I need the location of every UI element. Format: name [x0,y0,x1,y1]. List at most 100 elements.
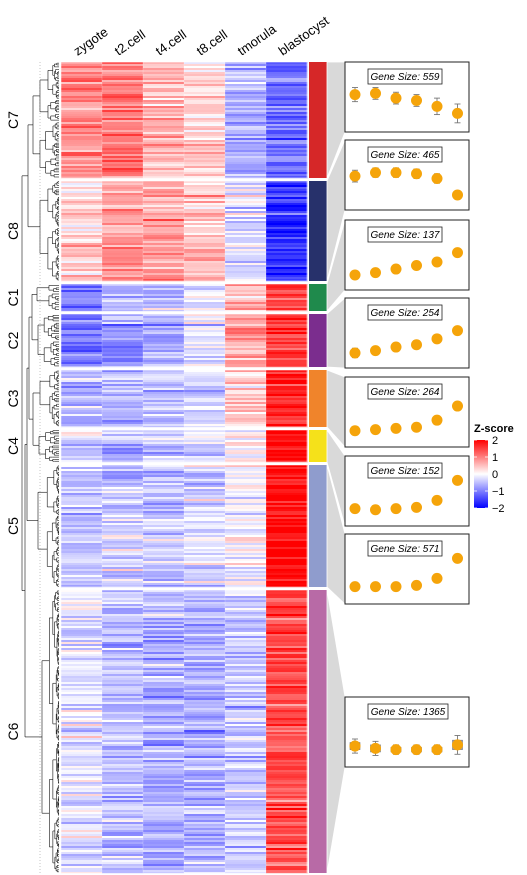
heatmap-cell [102,197,144,200]
heatmap-cell [266,846,308,849]
heatmap-cell [143,686,185,689]
heatmap-cell [266,120,308,123]
heatmap-cell [225,467,267,470]
heatmap-cell [61,535,103,538]
heatmap-cell [225,842,267,845]
heatmap-cell [225,358,267,361]
heatmap-cell [143,710,185,713]
heatmap-cell [102,446,144,449]
heatmap-cell [102,750,144,753]
heatmap-cell [184,555,226,558]
heatmap-cell [225,856,267,859]
heatmap-cell [143,142,185,145]
heatmap-cell [225,507,267,510]
heatmap-cell [102,350,144,353]
heatmap-cell [61,82,103,85]
heatmap-cell [61,654,103,657]
heatmap-cell [225,838,267,841]
heatmap-cell [266,816,308,819]
heatmap-cell [102,533,144,536]
heatmap-cell [61,722,103,725]
heatmap-cell [184,300,226,303]
heatmap-cell [225,277,267,280]
heatmap-cell [61,483,103,486]
heatmap-cell [266,487,308,490]
heatmap-cell [225,602,267,605]
heatmap-cell [266,362,308,365]
heatmap-cell [143,378,185,381]
heatmap-cell [143,864,185,867]
heatmap-cell [225,569,267,572]
heatmap-cell [143,571,185,574]
heatmap-cell [225,199,267,202]
heatmap-cell [266,614,308,617]
heatmap-cell [184,824,226,827]
heatmap-cell [61,826,103,829]
heatmap-cell [61,130,103,133]
heatmap-cell [143,366,185,368]
heatmap-cell [143,288,185,291]
gene-size-label: Gene Size: 137 [371,230,440,241]
heatmap-cell [225,217,267,220]
heatmap-cell [225,708,267,711]
heatmap-cell [266,340,308,343]
heatmap-cell [266,820,308,823]
heatmap-cell [61,796,103,799]
heatmap-cell [184,174,226,177]
heatmap-cell [225,640,267,643]
heatmap-cell [266,836,308,839]
profile-point [370,267,381,279]
heatmap-cell [102,332,144,335]
heatmap-cell [225,296,267,299]
profile-point [411,421,422,433]
heatmap-cell [225,626,267,629]
heatmap-cell [225,430,267,433]
heatmap-cell [143,690,185,693]
heatmap-cell [266,604,308,607]
heatmap-cell [143,158,185,161]
heatmap-cell [102,324,144,327]
heatmap-cell [266,104,308,107]
heatmap-cell [102,650,144,653]
heatmap-cell [102,800,144,803]
heatmap-cell [225,535,267,538]
heatmap-cell [225,170,267,173]
heatmap-cell [266,784,308,787]
heatmap-cell [225,304,267,307]
heatmap-cell [266,493,308,496]
heatmap-cell [184,545,226,548]
heatmap-cell [184,782,226,785]
heatmap-cell [102,302,144,305]
heatmap-cell [143,616,185,619]
heatmap-cell [184,710,226,713]
heatmap-cell [225,134,267,137]
heatmap-cell [225,848,267,851]
heatmap-cell [266,80,308,83]
heatmap-cell [143,332,185,335]
heatmap-cell [102,454,144,457]
heatmap-cell [102,241,144,244]
heatmap-cell [225,318,267,321]
heatmap-cell [61,662,103,665]
heatmap-cell [143,269,185,272]
heatmap-cell [184,392,226,395]
heatmap-cell [266,444,308,447]
heatmap-cell [266,314,308,317]
heatmap-cell [61,467,103,470]
heatmap-cell [102,374,144,377]
heatmap-cell [61,193,103,196]
heatmap-cell [143,557,185,560]
heatmap-cell [102,784,144,787]
heatmap-cell [184,495,226,498]
heatmap-cell [184,243,226,246]
heatmap-cell [61,106,103,109]
heatmap-cell [225,255,267,258]
heatmap-cell [266,247,308,250]
heatmap-cell [184,830,226,833]
heatmap-cell [266,290,308,293]
heatmap-cell [61,477,103,480]
heatmap-cell [266,332,308,335]
heatmap-cell [61,547,103,550]
heatmap-cell [225,475,267,478]
